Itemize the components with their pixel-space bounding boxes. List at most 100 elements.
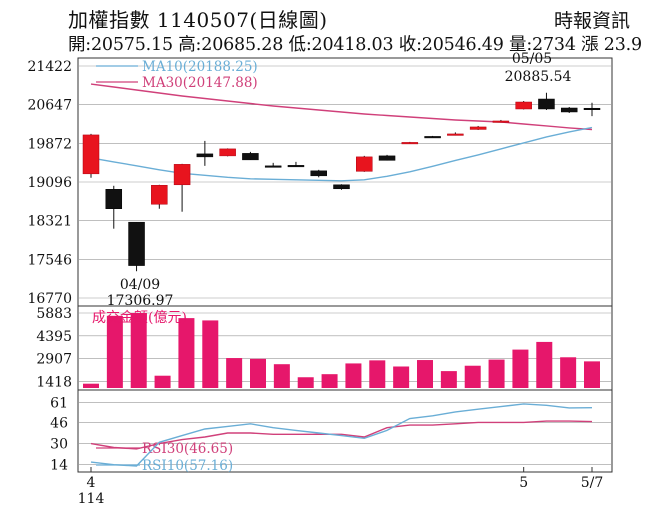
chart-header: 加權指數 1140507(日線圖) 時報資訊 開:20575.15 高:2068… bbox=[0, 0, 656, 58]
candle-body bbox=[287, 165, 305, 168]
candlestick bbox=[492, 119, 510, 123]
rsi-series-line bbox=[90, 420, 593, 450]
candle-body bbox=[151, 185, 168, 205]
candlestick bbox=[173, 163, 191, 212]
candle-body bbox=[447, 133, 464, 136]
rsi-tick-label: 30 bbox=[50, 437, 68, 453]
price-tick-label: 20647 bbox=[27, 98, 72, 114]
candle-body bbox=[469, 126, 487, 130]
candlestick bbox=[424, 135, 441, 139]
volume-bar bbox=[440, 371, 457, 388]
candlestick bbox=[151, 184, 168, 209]
chart-title: 加權指數 1140507(日線圖) bbox=[68, 8, 328, 32]
price-panel: 21422 20647 19872 19096 18321 17546 16770 MA10(… bbox=[27, 51, 612, 309]
candle-body bbox=[264, 165, 282, 168]
price-tick-label: 18321 bbox=[27, 214, 72, 230]
volume-tick-label: 5883 bbox=[36, 306, 72, 322]
volume-bar bbox=[369, 360, 386, 388]
rsi-legend-label: RSI10(57.16) bbox=[142, 458, 233, 474]
candlestick bbox=[105, 185, 123, 229]
volume-bar bbox=[417, 360, 433, 388]
candlestick bbox=[242, 151, 259, 161]
candlestick bbox=[82, 133, 100, 178]
legend-label: MA10(20188.25) bbox=[142, 59, 258, 75]
price-tick-label: 19872 bbox=[27, 136, 72, 152]
candle-body bbox=[538, 98, 555, 110]
legend-label: MA30(20147.88) bbox=[142, 75, 258, 91]
volume-tick-label: 2907 bbox=[36, 352, 72, 368]
volume-tick-label: 4395 bbox=[36, 329, 72, 345]
candle-body bbox=[242, 153, 259, 161]
candle-body bbox=[128, 221, 145, 266]
chart-border bbox=[77, 57, 613, 473]
candlestick bbox=[538, 92, 555, 110]
rsi-tick-label: 46 bbox=[50, 415, 68, 431]
price-tick-label: 21422 bbox=[27, 59, 72, 75]
price-tick-label: 16770 bbox=[27, 291, 72, 307]
rsi-panel: 61 46 30 14 RSI30(46.65)RSI10(57.16) bbox=[50, 396, 612, 474]
low-annotation-value: 17306.97 bbox=[107, 293, 174, 309]
rsi-legend-label: RSI30(46.65) bbox=[142, 441, 233, 457]
candle-body bbox=[173, 164, 191, 186]
ohlc-quote: 開:20575.15 高:20685.28 低:20418.03 收:20546… bbox=[68, 35, 642, 55]
volume-bar bbox=[154, 375, 171, 388]
volume-tick-label: 1418 bbox=[36, 375, 72, 391]
candlestick bbox=[378, 154, 396, 161]
candle-body bbox=[583, 107, 601, 110]
volume-title: 成交金額(億元) bbox=[92, 309, 187, 326]
x-tick-label: 4 bbox=[87, 475, 96, 491]
volume-bar bbox=[297, 377, 314, 388]
data-source: 時報資訊 bbox=[553, 10, 630, 32]
candlestick bbox=[196, 140, 214, 166]
candlestick bbox=[128, 221, 145, 272]
candlestick bbox=[469, 125, 487, 130]
volume-bar bbox=[130, 313, 147, 388]
rsi-tick-label: 61 bbox=[50, 396, 68, 412]
x-tick-label: 5/7 bbox=[581, 475, 604, 491]
high-annotation-value: 20885.54 bbox=[505, 69, 572, 85]
volume-bar bbox=[321, 374, 338, 388]
volume-bar bbox=[512, 349, 529, 388]
candle-body bbox=[82, 134, 100, 175]
volume-bar bbox=[464, 365, 481, 388]
volume-panel: 5883 4395 2907 1418 成交金額(億元) bbox=[36, 306, 612, 391]
rsi-series-line bbox=[90, 403, 593, 467]
candle-body bbox=[560, 107, 578, 113]
high-annotation-date: 05/05 bbox=[512, 51, 552, 67]
volume-bar bbox=[250, 358, 266, 388]
candle-body bbox=[515, 101, 532, 110]
price-tick-label: 19096 bbox=[27, 175, 72, 191]
candlestick bbox=[264, 162, 282, 168]
candlestick bbox=[287, 161, 305, 168]
rsi-tick-label: 14 bbox=[50, 458, 68, 474]
volume-bar bbox=[393, 366, 410, 388]
volume-bar bbox=[226, 358, 243, 388]
volume-bar bbox=[178, 318, 195, 388]
volume-bar bbox=[106, 315, 123, 388]
volume-bar bbox=[345, 363, 362, 388]
candle-body bbox=[219, 148, 236, 157]
price-tick-label: 17546 bbox=[27, 252, 72, 268]
volume-bar bbox=[584, 361, 600, 388]
candlestick bbox=[333, 184, 350, 190]
candle-body bbox=[401, 142, 419, 145]
candle-body bbox=[333, 184, 350, 190]
candle-body bbox=[378, 155, 396, 161]
candlestick bbox=[583, 102, 601, 117]
volume-bar bbox=[202, 320, 219, 388]
candlestick bbox=[401, 141, 419, 145]
volume-bar bbox=[488, 359, 505, 388]
candle-body bbox=[356, 156, 373, 172]
volume-bar bbox=[560, 357, 577, 388]
candle-body bbox=[310, 170, 327, 177]
candle-body bbox=[105, 189, 123, 209]
volume-bar bbox=[273, 364, 290, 388]
candlestick bbox=[219, 148, 236, 157]
x-tick-label: 5 bbox=[519, 475, 528, 491]
candle-body bbox=[492, 120, 510, 123]
low-annotation-date: 04/09 bbox=[120, 277, 160, 293]
candlestick bbox=[447, 132, 464, 136]
candle-body bbox=[196, 153, 214, 158]
candlestick bbox=[560, 106, 578, 113]
